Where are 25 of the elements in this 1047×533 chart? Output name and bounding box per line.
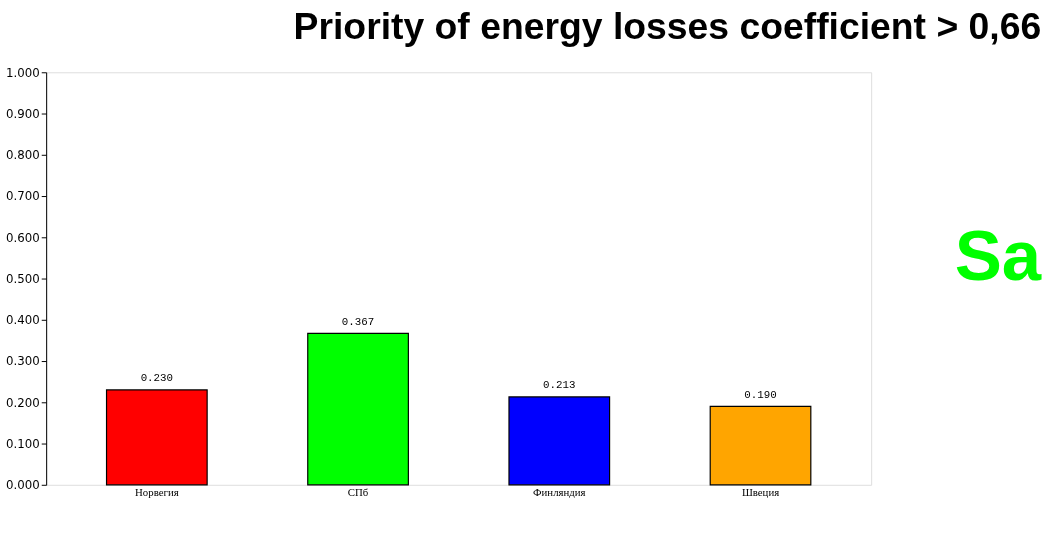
y-tick-label: 0.500 [6,271,40,286]
text: Sa [954,215,1042,295]
data-label: 0.230 [140,372,174,385]
data-label: 0.190 [744,388,777,401]
y-tick-label: 0.900 [6,106,40,121]
x-tick-label: Швеция [741,486,780,499]
chart-title: Priority of energy losses coefficient > 0,66 [293,4,1042,47]
y-tick-label: 0.000 [6,478,40,493]
x-tick-label: СПб [347,486,369,499]
y-tick-label: 1.000 [6,65,40,80]
y-tick-label: 0.700 [6,189,40,204]
y-tick-label: 0.600 [6,230,40,245]
bar [307,332,409,486]
x-tick-label: Финляндия [533,486,586,499]
bar [709,405,812,486]
data-label: 0.213 [543,379,576,392]
bar [105,389,208,486]
data-label: 0.367 [341,315,375,328]
bar [508,396,611,486]
y-tick-label: 0.100 [6,436,40,451]
y-tick-label: 0.800 [6,148,40,163]
y-tick-label: 0.300 [6,354,40,369]
y-tick-label: 0.400 [6,313,40,328]
x-tick-label: Норвегия [135,486,179,499]
y-tick-label: 0.200 [6,395,40,410]
